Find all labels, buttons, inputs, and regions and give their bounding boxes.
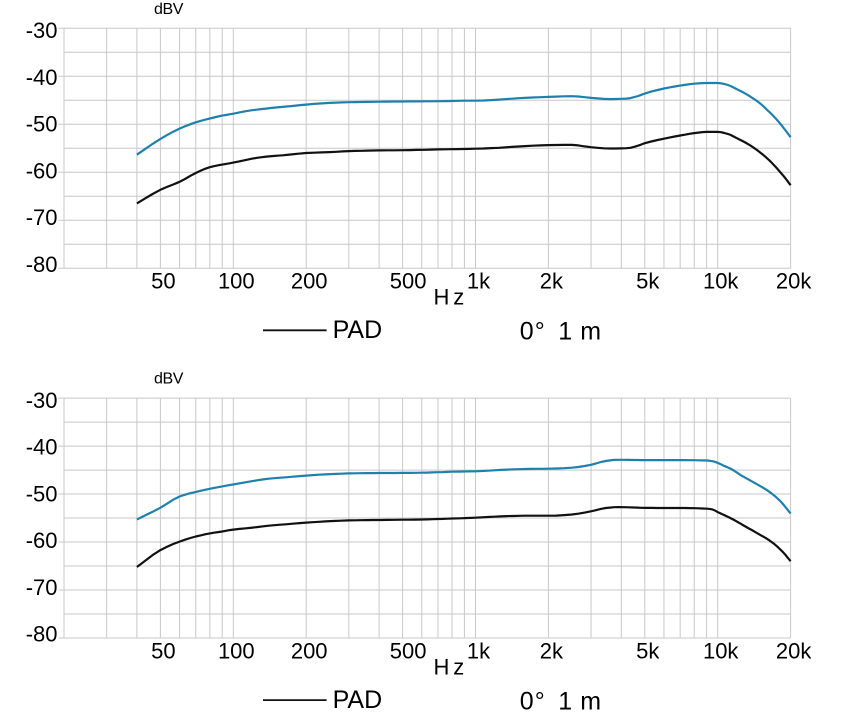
- svg-text:10k: 10k: [703, 269, 739, 294]
- svg-text:PAD: PAD: [333, 316, 383, 344]
- svg-text:-50: -50: [26, 112, 58, 137]
- svg-text:-30: -30: [26, 18, 58, 43]
- svg-text:z: z: [453, 285, 464, 310]
- svg-text:0°: 0°: [520, 318, 546, 346]
- svg-text:-80: -80: [26, 622, 58, 647]
- svg-text:-50: -50: [26, 481, 58, 506]
- svg-text:5k: 5k: [636, 638, 660, 663]
- svg-text:H: H: [434, 285, 450, 310]
- svg-text:200: 200: [291, 638, 328, 663]
- svg-text:-40: -40: [26, 65, 58, 90]
- svg-text:100: 100: [218, 638, 255, 663]
- svg-text:m: m: [580, 318, 601, 346]
- svg-text:-30: -30: [26, 388, 58, 413]
- svg-text:1k: 1k: [467, 638, 491, 663]
- svg-text:50: 50: [151, 269, 175, 294]
- svg-text:-70: -70: [26, 205, 58, 230]
- svg-text:5k: 5k: [636, 269, 660, 294]
- svg-text:200: 200: [291, 269, 328, 294]
- svg-text:-40: -40: [26, 435, 58, 460]
- svg-text:2k: 2k: [540, 638, 564, 663]
- svg-text:50: 50: [151, 638, 175, 663]
- svg-text:1k: 1k: [467, 269, 491, 294]
- svg-text:dBV: dBV: [154, 371, 184, 388]
- svg-text:m: m: [580, 687, 601, 715]
- svg-text:1: 1: [558, 318, 572, 346]
- svg-text:PAD: PAD: [333, 686, 383, 714]
- svg-text:2k: 2k: [540, 269, 564, 294]
- svg-text:z: z: [453, 654, 464, 679]
- svg-text:100: 100: [218, 269, 255, 294]
- svg-text:-80: -80: [26, 252, 58, 277]
- svg-text:-70: -70: [26, 575, 58, 600]
- svg-text:10k: 10k: [703, 638, 739, 663]
- svg-text:H: H: [434, 654, 450, 679]
- svg-text:dBV: dBV: [154, 1, 184, 18]
- svg-text:0°: 0°: [520, 687, 546, 715]
- svg-text:1: 1: [558, 687, 572, 715]
- svg-text:500: 500: [390, 269, 427, 294]
- svg-text:20k: 20k: [776, 269, 812, 294]
- svg-text:500: 500: [390, 638, 427, 663]
- svg-text:-60: -60: [26, 158, 58, 183]
- svg-text:-60: -60: [26, 528, 58, 553]
- svg-text:20k: 20k: [776, 638, 812, 663]
